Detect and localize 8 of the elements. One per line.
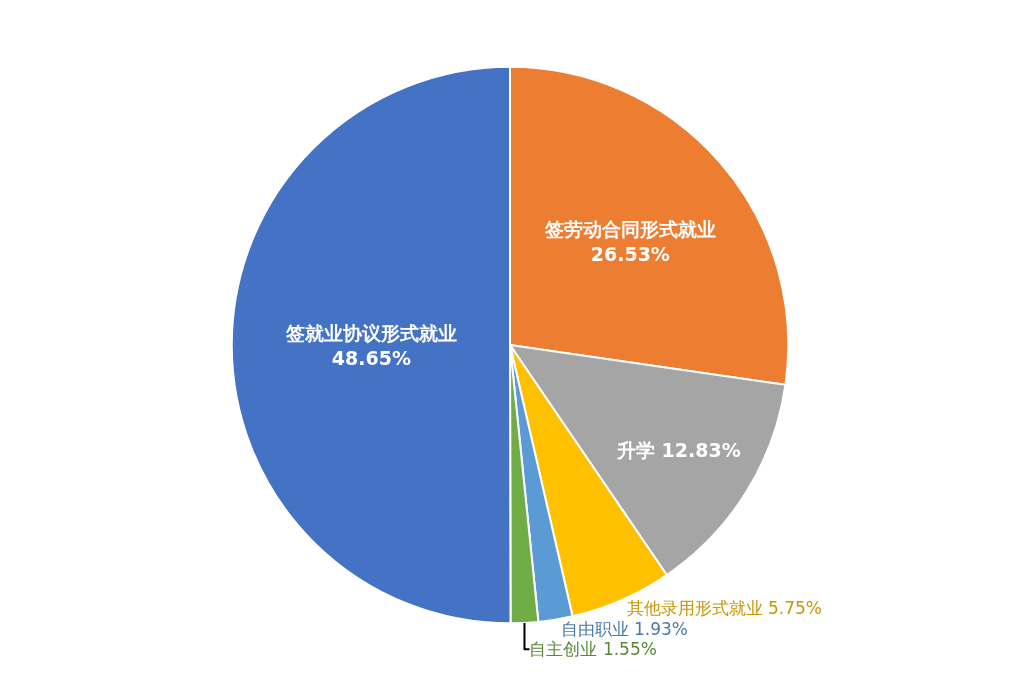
slice-label: 签就业协议形式就业 (284, 321, 457, 344)
slice-label: 自由职业 1.93% (560, 619, 688, 640)
slice-label: 签劳动合同形式就业 (543, 217, 716, 240)
slice-label: 升学 12.83% (615, 439, 741, 462)
slice-label: 自主创业 1.55% (529, 639, 657, 660)
slice-label: 其他录用形式就业 5.75% (626, 598, 823, 619)
data-label: 48.65% (331, 346, 411, 369)
data-label: 26.53% (590, 242, 670, 265)
